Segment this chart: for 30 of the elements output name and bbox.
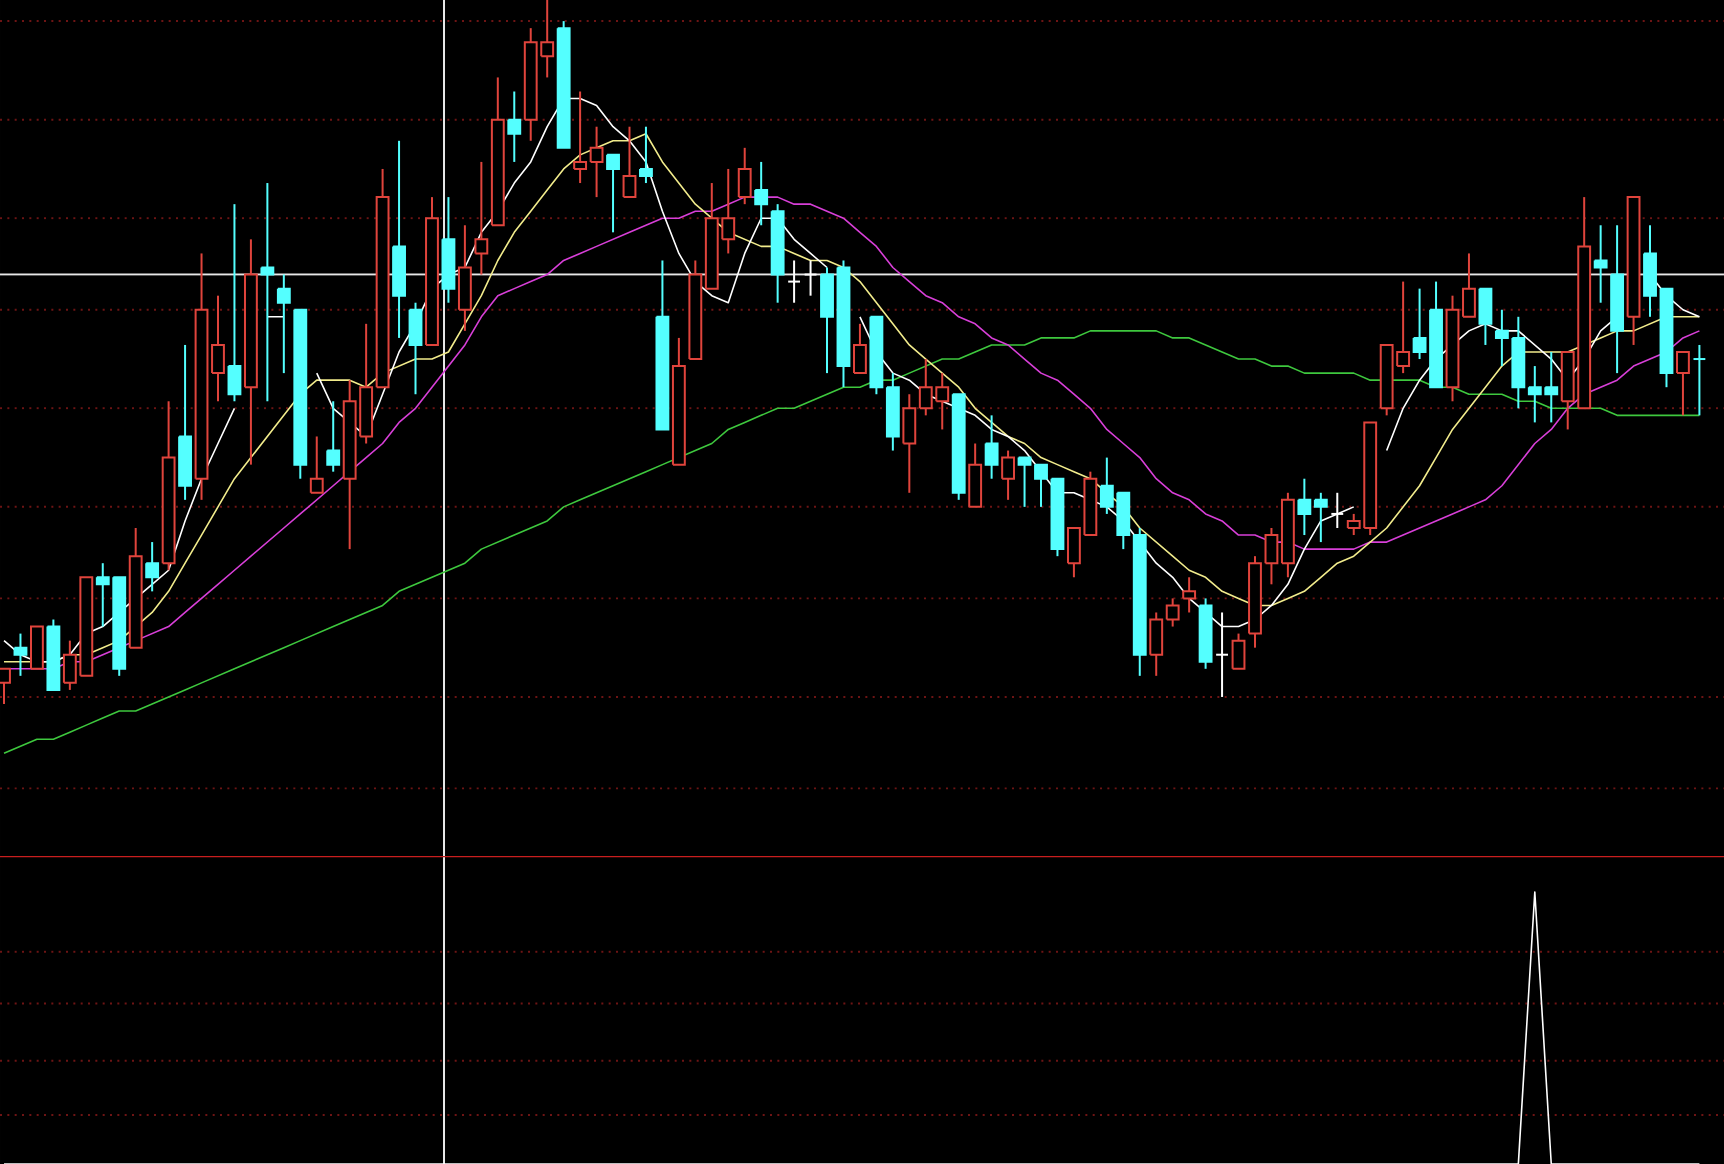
candlestick — [1182, 576, 1197, 614]
candlestick — [145, 541, 160, 593]
candlestick — [639, 125, 653, 185]
candlestick — [1676, 350, 1690, 417]
candlestick — [853, 322, 867, 375]
candlestick — [1478, 287, 1493, 346]
candlestick — [968, 442, 983, 508]
candlestick — [474, 160, 489, 276]
candlestick — [507, 90, 522, 163]
candlestick — [1001, 449, 1015, 501]
candlestick — [606, 153, 620, 234]
candlestick — [309, 435, 324, 494]
candlestick — [787, 259, 802, 304]
candlestick — [1231, 632, 1246, 670]
candlestick — [803, 259, 818, 297]
candlestick — [737, 146, 752, 206]
candlestick — [260, 182, 275, 403]
candlestick — [1593, 224, 1608, 304]
candlestick — [13, 632, 28, 677]
candlestick — [276, 273, 291, 375]
candlestick — [622, 125, 637, 199]
candlestick — [457, 224, 472, 332]
candlestick — [227, 203, 242, 403]
candlestick — [326, 400, 341, 473]
candlestick — [984, 414, 999, 480]
candlestick — [1692, 343, 1707, 417]
candlestick — [1330, 491, 1345, 529]
candlestick — [30, 625, 44, 670]
candlestick — [754, 160, 769, 227]
candlestick — [408, 301, 423, 396]
